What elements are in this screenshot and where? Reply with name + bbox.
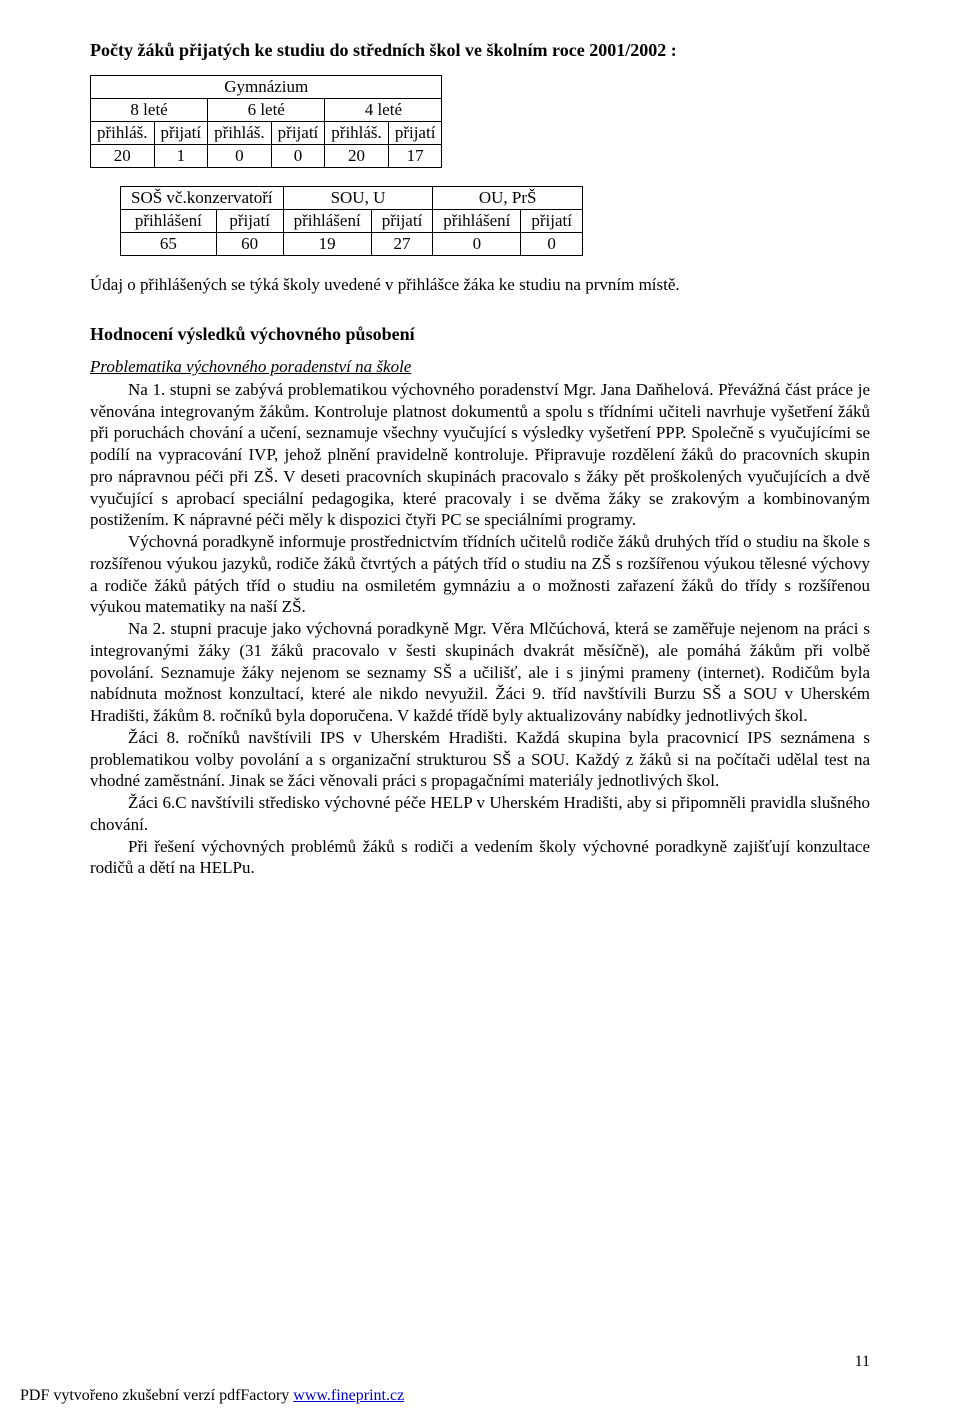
t1-val-4: 20 <box>325 145 389 168</box>
para-1: Na 1. stupni se zabývá problematikou výc… <box>90 379 870 531</box>
t1-val-3: 0 <box>271 145 325 168</box>
t1-val-2: 0 <box>208 145 272 168</box>
para-5: Žáci 6.C navštívili středisko výchovné p… <box>90 792 870 836</box>
t2-val-5: 0 <box>521 233 583 256</box>
para-4: Žáci 8. ročníků navštívili IPS v Uherské… <box>90 727 870 792</box>
para-2-text: Výchovná poradkyně informuje prostřednic… <box>90 532 870 616</box>
t1-sub-4: přihláš. <box>325 122 389 145</box>
t1-val-1: 1 <box>154 145 208 168</box>
t1-sub-3: přijatí <box>271 122 325 145</box>
t2-h-0: SOŠ vč.konzervatoří <box>121 187 284 210</box>
t1-group-1: 6 leté <box>208 99 325 122</box>
para-6-text: Při řešení výchovných problémů žáků s ro… <box>90 837 870 878</box>
t1-val-0: 20 <box>91 145 155 168</box>
t2-sub-3: přijatí <box>371 210 433 233</box>
t2-val-3: 27 <box>371 233 433 256</box>
t2-sub-2: přihlášení <box>283 210 371 233</box>
page-heading: Počty žáků přijatých ke studiu do středn… <box>90 40 870 61</box>
note-text: Údaj o přihlášených se týká školy uveden… <box>90 274 870 296</box>
t2-val-0: 65 <box>121 233 217 256</box>
page-number: 11 <box>855 1353 870 1371</box>
t2-h-2: OU, PrŠ <box>433 187 583 210</box>
t2-sub-0: přihlášení <box>121 210 217 233</box>
t1-top-header: Gymnázium <box>91 76 442 99</box>
para-5-text: Žáci 6.C navštívili středisko výchovné p… <box>90 793 870 834</box>
body-paragraphs: Na 1. stupni se zabývá problematikou výc… <box>90 379 870 879</box>
t1-sub-2: přihláš. <box>208 122 272 145</box>
para-2: Výchovná poradkyně informuje prostřednic… <box>90 531 870 618</box>
t1-sub-1: přijatí <box>154 122 208 145</box>
footer-text: PDF vytvořeno zkušební verzí pdfFactory <box>20 1387 293 1404</box>
t1-group-0: 8 leté <box>91 99 208 122</box>
para-3-text: Na 2. stupni pracuje jako výchovná porad… <box>90 619 870 725</box>
t2-val-1: 60 <box>216 233 283 256</box>
t2-sub-1: přijatí <box>216 210 283 233</box>
para-3: Na 2. stupni pracuje jako výchovná porad… <box>90 618 870 727</box>
footer-link[interactable]: www.fineprint.cz <box>293 1387 404 1404</box>
table-gymnazium: Gymnázium 8 leté 6 leté 4 leté přihláš. … <box>90 75 442 168</box>
document-page: Počty žáků přijatých ke studiu do středn… <box>0 0 960 1423</box>
t2-sub-5: přijatí <box>521 210 583 233</box>
para-1-text: Na 1. stupni se zabývá problematikou výc… <box>90 380 870 530</box>
t1-sub-5: přijatí <box>388 122 442 145</box>
para-4-text: Žáci 8. ročníků navštívili IPS v Uherské… <box>90 728 870 791</box>
t2-val-2: 19 <box>283 233 371 256</box>
t1-group-2: 4 leté <box>325 99 442 122</box>
footer: PDF vytvořeno zkušební verzí pdfFactory … <box>20 1387 404 1405</box>
t1-sub-0: přihláš. <box>91 122 155 145</box>
t2-h-1: SOU, U <box>283 187 433 210</box>
subheading: Problematika výchovného poradenství na š… <box>90 357 870 377</box>
t2-sub-4: přihlášení <box>433 210 521 233</box>
t1-val-5: 17 <box>388 145 442 168</box>
table-sos-sou-ou: SOŠ vč.konzervatoří SOU, U OU, PrŠ přihl… <box>120 186 583 256</box>
section-title: Hodnocení výsledků výchovného působení <box>90 324 870 345</box>
para-6: Při řešení výchovných problémů žáků s ro… <box>90 836 870 880</box>
t2-val-4: 0 <box>433 233 521 256</box>
